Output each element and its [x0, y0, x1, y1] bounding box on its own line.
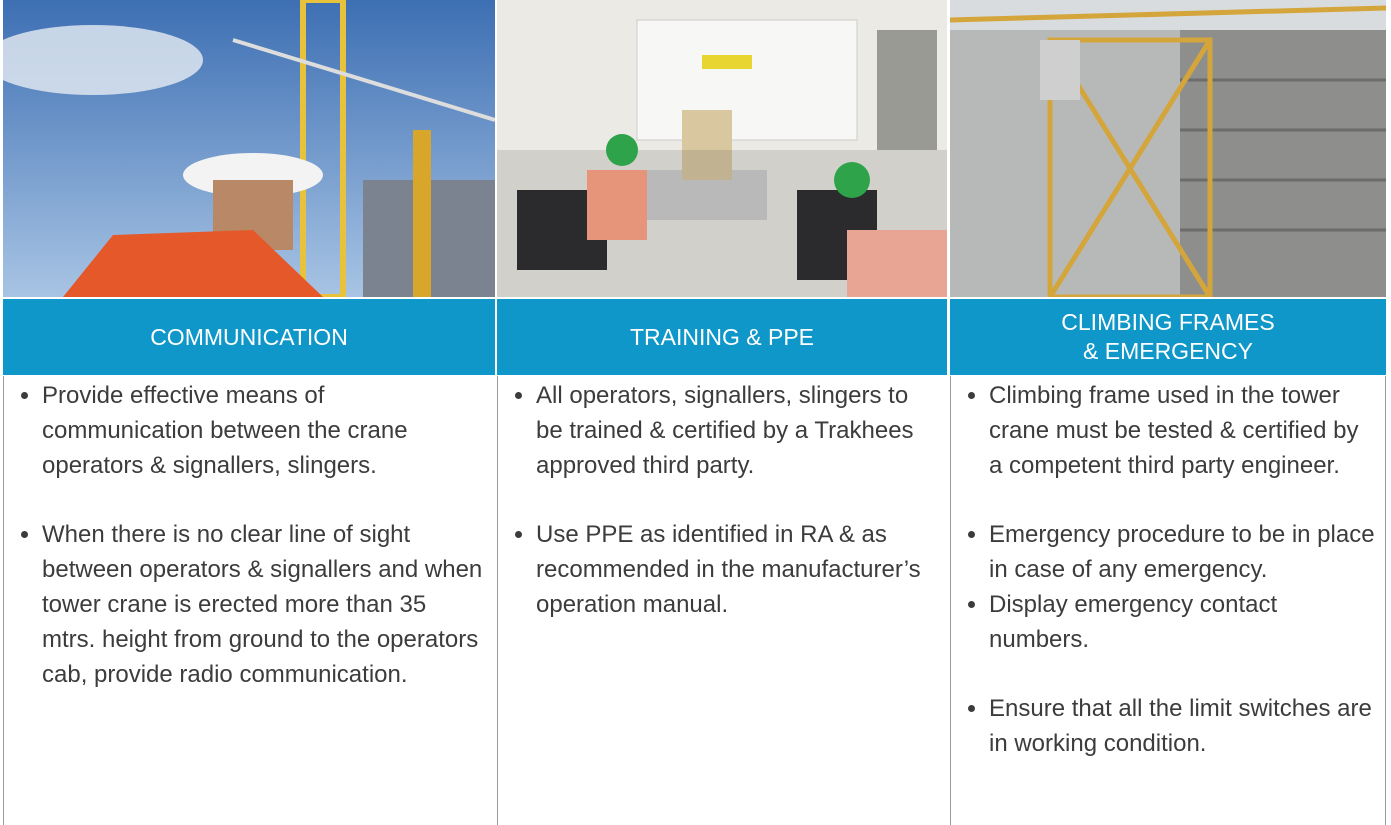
bullet-item: Display emergency contact numbers. — [989, 587, 1375, 657]
photo-training — [497, 0, 947, 297]
column: COMMUNICATION Provide effective means of… — [3, 0, 495, 825]
column-header: COMMUNICATION — [3, 299, 495, 375]
photo-climbing-frame — [950, 0, 1386, 297]
column-header: TRAINING & PPE — [497, 299, 947, 375]
column: CLIMBING FRAMES & EMERGENCY Climbing fra… — [950, 0, 1386, 825]
bullet-list: Climbing frame used in the tower crane m… — [951, 376, 1385, 761]
bullet-list: All operators, signallers, slingers to b… — [498, 376, 947, 622]
column-body: Climbing frame used in the tower crane m… — [950, 376, 1386, 825]
bullet-item: All operators, signallers, slingers to b… — [536, 378, 937, 483]
bullet-item: When there is no clear line of sight bet… — [42, 517, 485, 692]
column: TRAINING & PPE All operators, signallers… — [497, 0, 947, 825]
bullet-item: Ensure that all the limit switches are i… — [989, 691, 1375, 761]
column-body: All operators, signallers, slingers to b… — [497, 376, 947, 825]
column-body: Provide effective means of communication… — [3, 376, 495, 825]
column-header: CLIMBING FRAMES & EMERGENCY — [950, 299, 1386, 375]
bullet-item: Provide effective means of communication… — [42, 378, 485, 483]
bullet-item: Emergency procedure to be in place in ca… — [989, 517, 1375, 587]
photo-communication — [3, 0, 495, 297]
bullet-item: Use PPE as identified in RA & as recomme… — [536, 517, 937, 622]
bullet-item: Climbing frame used in the tower crane m… — [989, 378, 1375, 483]
bullet-list: Provide effective means of communication… — [4, 376, 495, 692]
